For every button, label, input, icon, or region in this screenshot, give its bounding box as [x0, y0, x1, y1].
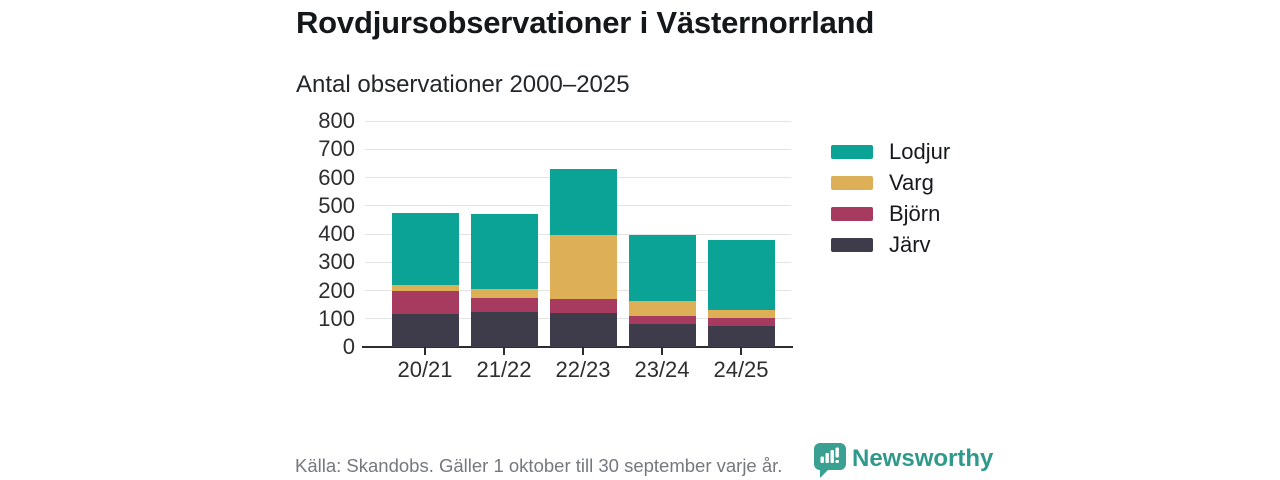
x-axis-tick-label: 24/25: [713, 357, 769, 382]
legend-swatch: [831, 206, 873, 221]
x-axis-line: [362, 346, 793, 348]
bar-segment-varg: [549, 234, 617, 299]
legend-item-jrv: Järv: [831, 231, 950, 257]
x-axis-tick: [424, 348, 426, 355]
bar-segment-jrv: [628, 324, 696, 347]
x-axis-tick-label: 21/22: [476, 357, 532, 382]
bar-segment-jrv: [707, 325, 775, 347]
newsworthy-logo-icon: [814, 443, 846, 478]
y-axis-tick-label: 0: [342, 334, 355, 359]
bar-segment-jrv: [549, 312, 617, 347]
gridline: [365, 120, 791, 122]
bar-segment-bjrn: [391, 291, 459, 314]
x-axis-tick-label: 20/21: [397, 357, 453, 382]
gridline: [365, 148, 791, 150]
y-axis-tick-label: 500: [318, 192, 355, 218]
bar-segment-varg: [707, 310, 775, 319]
y-axis-tick-label: 800: [318, 108, 355, 133]
y-axis-tick-label: 400: [318, 221, 355, 246]
legend-item-lodjur: Lodjur: [831, 138, 951, 164]
chart-subtitle: Antal observationer 2000–2025: [296, 71, 630, 98]
x-axis-tick-label: 22/23: [555, 357, 611, 382]
source-note: Källa: Skandobs. Gäller 1 oktober till 3…: [295, 455, 783, 476]
y-axis-tick-label: 100: [318, 305, 355, 331]
bar-segment-varg: [470, 289, 538, 298]
bar-segment-lodjur: [628, 235, 696, 302]
bar-segment-lodjur: [470, 214, 538, 290]
chart-legend: Lodjur Varg Björn Järv: [831, 138, 951, 264]
legend-item-varg: Varg: [831, 169, 950, 195]
bar-segment-bjrn: [470, 297, 538, 312]
newsworthy-brand: Newsworthy: [852, 445, 994, 472]
x-axis-tick: [661, 348, 663, 355]
legend-label: Järv: [889, 231, 931, 257]
legend-swatch: [831, 175, 873, 190]
y-axis-tick-label: 200: [318, 277, 355, 303]
bar-segment-lodjur: [549, 169, 617, 235]
bar-segment-jrv: [391, 313, 459, 347]
bar-segment-lodjur: [707, 240, 775, 311]
legend-label: Lodjur: [889, 138, 951, 164]
bar-segment-bjrn: [707, 318, 775, 326]
legend-swatch: [831, 144, 873, 159]
legend-item-bjrn: Björn: [831, 200, 950, 226]
y-axis-tick-label: 300: [318, 249, 355, 275]
y-axis-tick-label: 600: [318, 164, 355, 190]
y-axis-tick-label: 700: [318, 136, 355, 162]
chart-title: Rovdjursobservationer i Västernorrland: [296, 5, 875, 40]
bar-segment-lodjur: [391, 212, 459, 285]
legend-swatch: [831, 237, 873, 252]
bar-segment-bjrn: [549, 298, 617, 313]
legend-label: Varg: [889, 169, 934, 195]
bar-segment-varg: [391, 284, 459, 292]
bar-segment-varg: [628, 301, 696, 316]
x-axis-tick: [503, 348, 505, 355]
bar-segment-jrv: [470, 311, 538, 347]
bar-segment-bjrn: [628, 315, 696, 325]
legend-label: Björn: [889, 200, 941, 226]
x-axis-tick: [740, 348, 742, 355]
x-axis-tick-label: 23/24: [634, 357, 690, 382]
x-axis-tick: [582, 348, 584, 355]
